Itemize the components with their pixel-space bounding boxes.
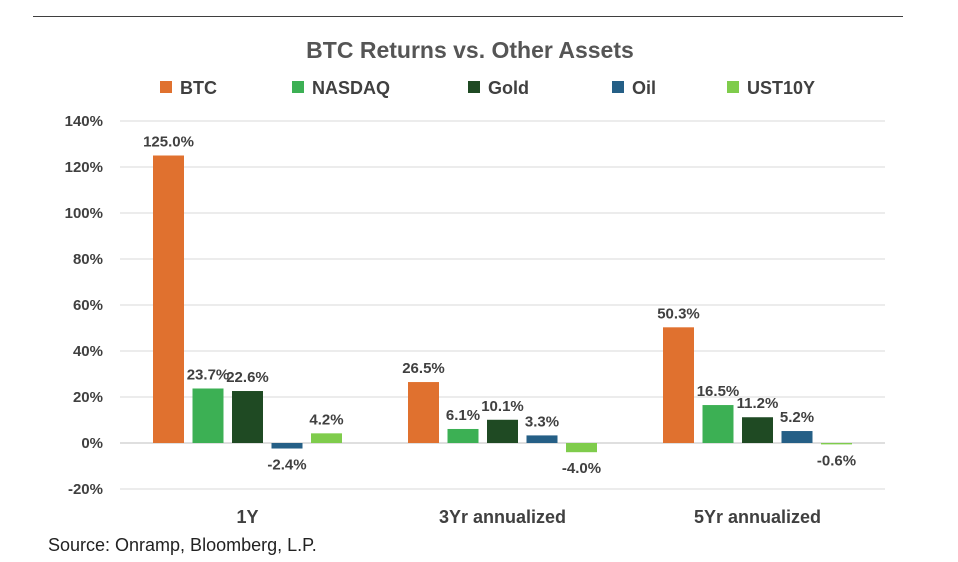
source-note: Source: Onramp, Bloomberg, L.P. [48,535,317,555]
bar-gold [487,419,518,443]
legend-swatch-oil [612,81,624,93]
y-tick-label: -20% [68,481,103,498]
data-label: 11.2% [737,395,779,412]
bar-gold [232,391,263,443]
data-labels: 125.0% 23.7%22.6% -2.4% 4.2% 26.5% 6.1%10.1%3… [143,134,856,478]
chart-legend: BTC NASDAQ Gold Oil UST10Y [160,78,815,98]
data-label: 4.2% [309,411,343,428]
y-axis-tick-labels: -20% 0% 20% 40% 60% 80% 100% 120% 140% [65,113,103,498]
bars [153,155,852,453]
chart-title: BTC Returns vs. Other Assets [306,37,634,63]
data-label: 10.1% [481,398,524,415]
bar-nasdaq [447,428,479,443]
bar-nasdaq [192,388,224,443]
bar-btc [663,327,694,443]
top-divider [33,16,903,17]
legend-label-nasdaq: NASDAQ [312,78,390,98]
x-axis-category-labels: 1Y 3Yr annualized 5Yr annualized [236,507,821,527]
data-label: 3.3% [525,413,559,430]
data-label: 26.5% [402,360,445,377]
bar-oil [271,443,303,449]
data-label: -2.4% [267,457,306,474]
y-tick-label: 20% [73,389,103,406]
bar-ust10y [566,443,597,453]
data-label: -0.6% [817,452,856,469]
bar-ust10y [821,443,852,445]
y-tick-label: 100% [65,205,103,222]
bar-chart: BTC Returns vs. Other Assets BTC NASDAQ Go… [65,37,885,527]
data-label: 23.7% [187,366,230,383]
bar-oil [781,431,813,443]
bar-btc [153,155,184,443]
data-label: 6.1% [446,407,480,424]
legend-label-gold: Gold [488,78,529,98]
legend-label-ust10y: UST10Y [747,78,815,98]
bar-ust10y [311,433,342,443]
y-tick-label: 120% [65,159,103,176]
legend-swatch-nasdaq [292,81,304,93]
y-tick-label: 40% [73,343,103,360]
data-label: 16.5% [697,383,740,400]
x-category-label: 3Yr annualized [439,507,566,527]
data-label: 5.2% [780,409,814,426]
data-label: 22.6% [226,369,269,386]
bar-nasdaq [702,405,734,443]
y-tick-label: 140% [65,113,103,130]
legend-label-oil: Oil [632,78,656,98]
y-tick-label: 0% [81,435,103,452]
x-category-label: 5Yr annualized [694,507,821,527]
data-label: -4.0% [562,460,601,477]
legend-swatch-btc [160,81,172,93]
legend-swatch-gold [468,81,480,93]
bar-btc [408,382,439,443]
legend-label-btc: BTC [180,78,217,98]
y-tick-label: 80% [73,251,103,268]
x-category-label: 1Y [236,507,258,527]
legend-swatch-ust10y [727,81,739,93]
bar-oil [526,435,558,443]
y-tick-label: 60% [73,297,103,314]
bar-gold [742,417,773,443]
data-label: 50.3% [657,305,700,322]
data-label: 125.0% [143,134,194,151]
